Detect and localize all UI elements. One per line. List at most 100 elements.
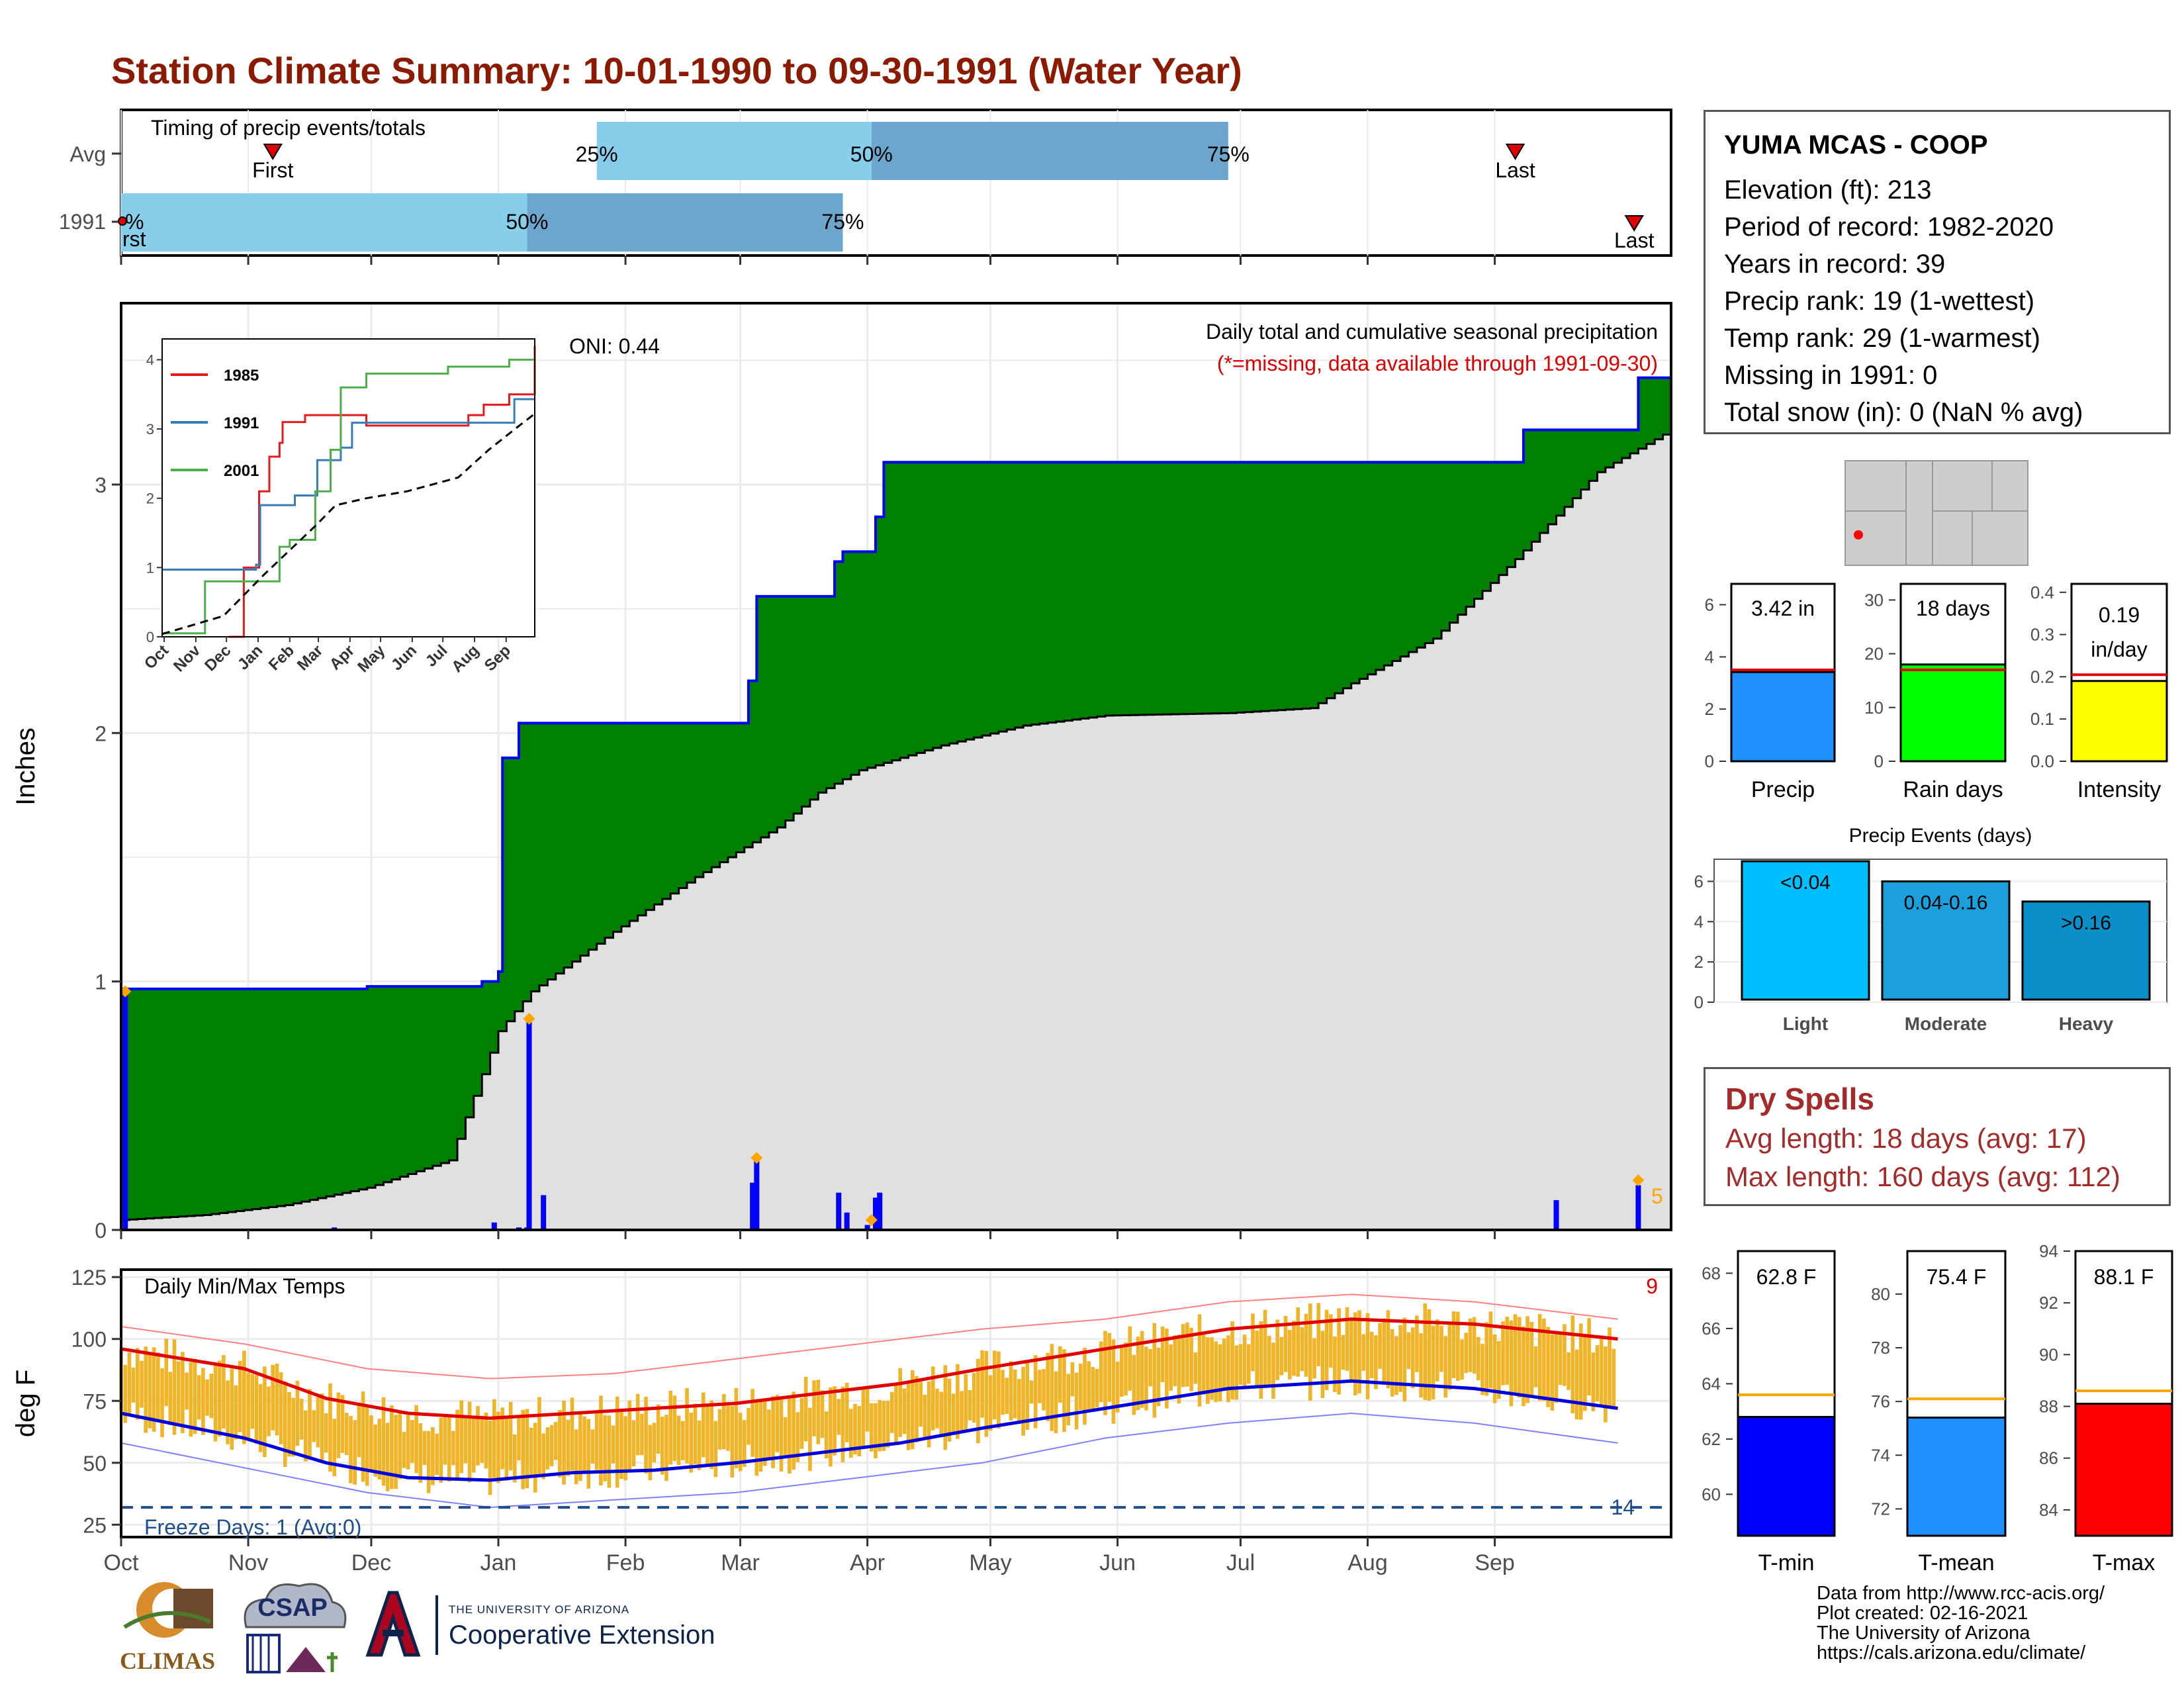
temp-month-label: Aug [1347,1550,1388,1575]
temp-month-label: Apr [850,1550,885,1575]
temp-bar-tmean-ytick-label: 76 [1871,1391,1890,1411]
precip-daily-bar [541,1195,547,1230]
timing-avg-p50: 50% [850,142,893,166]
intensity-ytick-label: 0.4 [2030,583,2054,602]
precip-total-ytick-label: 4 [1705,647,1714,667]
climas-logo: CLIMAS [111,1575,224,1681]
temp-bar-tmin-bar [1737,1415,1836,1537]
inset-ytick-label: 0 [146,629,154,645]
precip-avg-area [121,430,1671,1230]
inset-series-2001 [162,358,535,635]
events-bar-label: 0.04-0.16 [1904,892,1988,914]
events-category-label: Heavy [2059,1013,2114,1034]
csap-logo-text: CSAP [257,1594,328,1622]
temp-bar-tmean-value: 75.4 F [1927,1265,1987,1289]
precip-marker [751,1152,763,1164]
temp-month-label: Mar [721,1550,760,1575]
temp-month-label: Dec [351,1550,391,1575]
inset-bg [162,339,535,637]
precip-ytick-label: 2 [95,722,107,745]
inset-legend-label: 1991 [224,414,259,432]
temp-ytick-label: 75 [83,1389,107,1413]
temp-bar-tmin-ytick-label: 68 [1702,1263,1721,1283]
temp-bar-tmean-ytick-label: 72 [1871,1499,1890,1519]
temp-bar-tmin-ytick-label: 60 [1702,1484,1721,1504]
timing-1991-bar-50-75 [527,193,843,252]
precip-daily-bar [122,991,128,1230]
state-map [1844,460,2028,566]
temp-bar-tmean-bar [1906,1417,2007,1537]
page-title: Station Climate Summary: 10-01-1990 to 0… [111,50,1242,91]
dry-spells-panel: Dry Spells Avg length: 18 days (avg: 17)… [1704,1067,2171,1206]
intensity-label: Intensity [2077,777,2161,802]
events-bar-label: >0.16 [2061,912,2111,934]
temp-bar-tmax-ytick-label: 90 [2039,1344,2058,1364]
timing-1991-last-label: Last [1614,228,1655,252]
events-category-label: Moderate [1905,1013,1987,1034]
timing-row-1991: 1991 [59,210,106,234]
rain-days-label: Rain days [1903,777,2003,802]
temp-bar-tmin-ytick-label: 62 [1702,1429,1721,1449]
temp-bar-tmax-ytick-label: 94 [2039,1241,2058,1261]
precip-total-value: 3.42 in [1751,596,1815,620]
footer-university: The University of Arizona [1817,1622,2030,1644]
inset-ytick-label: 2 [146,491,154,507]
station-name: YUMA MCAS - COOP [1724,130,1988,160]
temp-bar-tmin-label: T-min [1758,1550,1815,1575]
events-bar-light [1741,860,1870,1001]
precip-panel-border [120,302,1672,1231]
precip-daily-bar [750,1182,756,1230]
rain-days-ytick-label: 10 [1864,698,1884,718]
inset-ytick-label: 1 [146,559,154,576]
intensity-ytick-label: 0.1 [2030,709,2054,729]
precip-note2: (*=missing, data available through 1991-… [1217,352,1658,375]
events-title: Precip Events (days) [1849,825,2032,847]
precip-daily-bar [877,1192,883,1230]
rain-days-value: 18 days [1916,596,1990,620]
intensity-ytick-label: 0.3 [2030,625,2054,645]
footer-note: Data from http://www.rcc-acis.org/ Plot … [1817,1583,2105,1663]
timing-label: Timing of precip events/totals [151,116,426,140]
state-borders [1845,461,2028,565]
precip-daily-bar [836,1192,842,1230]
ua-logo-extension: Cooperative Extension [449,1620,715,1650]
events-ytick-label: 2 [1694,952,1704,972]
temp-bar-tmax-label: T-max [2093,1550,2155,1575]
events-bar-label: <0.04 [1780,872,1831,894]
precip-1991-line [121,376,1671,990]
precip-note1: Daily total and cumulative seasonal prec… [1206,320,1658,344]
precip-ytick-label: 3 [95,473,107,497]
timing-avg-first-marker [263,144,283,160]
temp-month-label: Jul [1226,1550,1255,1575]
temp-ytick-label: 50 [83,1452,107,1476]
temp-label: Daily Min/Max Temps [144,1274,345,1298]
events-bar-moderate [1881,880,2011,1001]
temp-bar-tmax-ytick-label: 92 [2039,1293,2058,1313]
temp-month-label: Sep [1475,1550,1515,1575]
temp-bar-tmin-value: 62.8 F [1756,1265,1817,1289]
temp-record-max-line [120,1293,1618,1380]
temp-bar-tmax-value: 88.1 F [2094,1265,2154,1289]
precip-total-bar [1730,671,1836,763]
timing-1991-first-marker [118,216,127,226]
dry-spells-max: Max length: 160 days (avg: 112) [1725,1161,2120,1192]
timing-avg-last-label: Last [1495,158,1535,182]
intensity-ytick-label: 0.0 [2030,751,2054,771]
station-info-panel: YUMA MCAS - COOP Elevation (ft): 213 Per… [1704,110,2171,434]
temp-bar-tmin-ytick-label: 64 [1702,1374,1721,1393]
temp-bar-tmin-ytick-label: 66 [1702,1319,1721,1338]
station-years: Years in record: 39 [1724,250,1946,279]
precip-daily-bar [491,1222,497,1230]
ua-a-icon [365,1591,421,1657]
temp-freeze-label: Freeze Days: 1 (Avg:0) [144,1515,361,1539]
precip-total-ytick-label: 0 [1705,751,1714,771]
timing-avg-p75: 75% [1207,142,1250,166]
intensity-value: 0.19 [2099,603,2140,627]
timing-avg-first-label: First [252,158,293,182]
temp-avg-max-line [120,1317,1618,1420]
events-ytick-label: 6 [1694,871,1704,891]
temp-cold-count: 14 [1611,1495,1635,1519]
intensity-ytick-label: 0.2 [2030,667,2054,686]
temp-month-label: May [969,1550,1011,1575]
